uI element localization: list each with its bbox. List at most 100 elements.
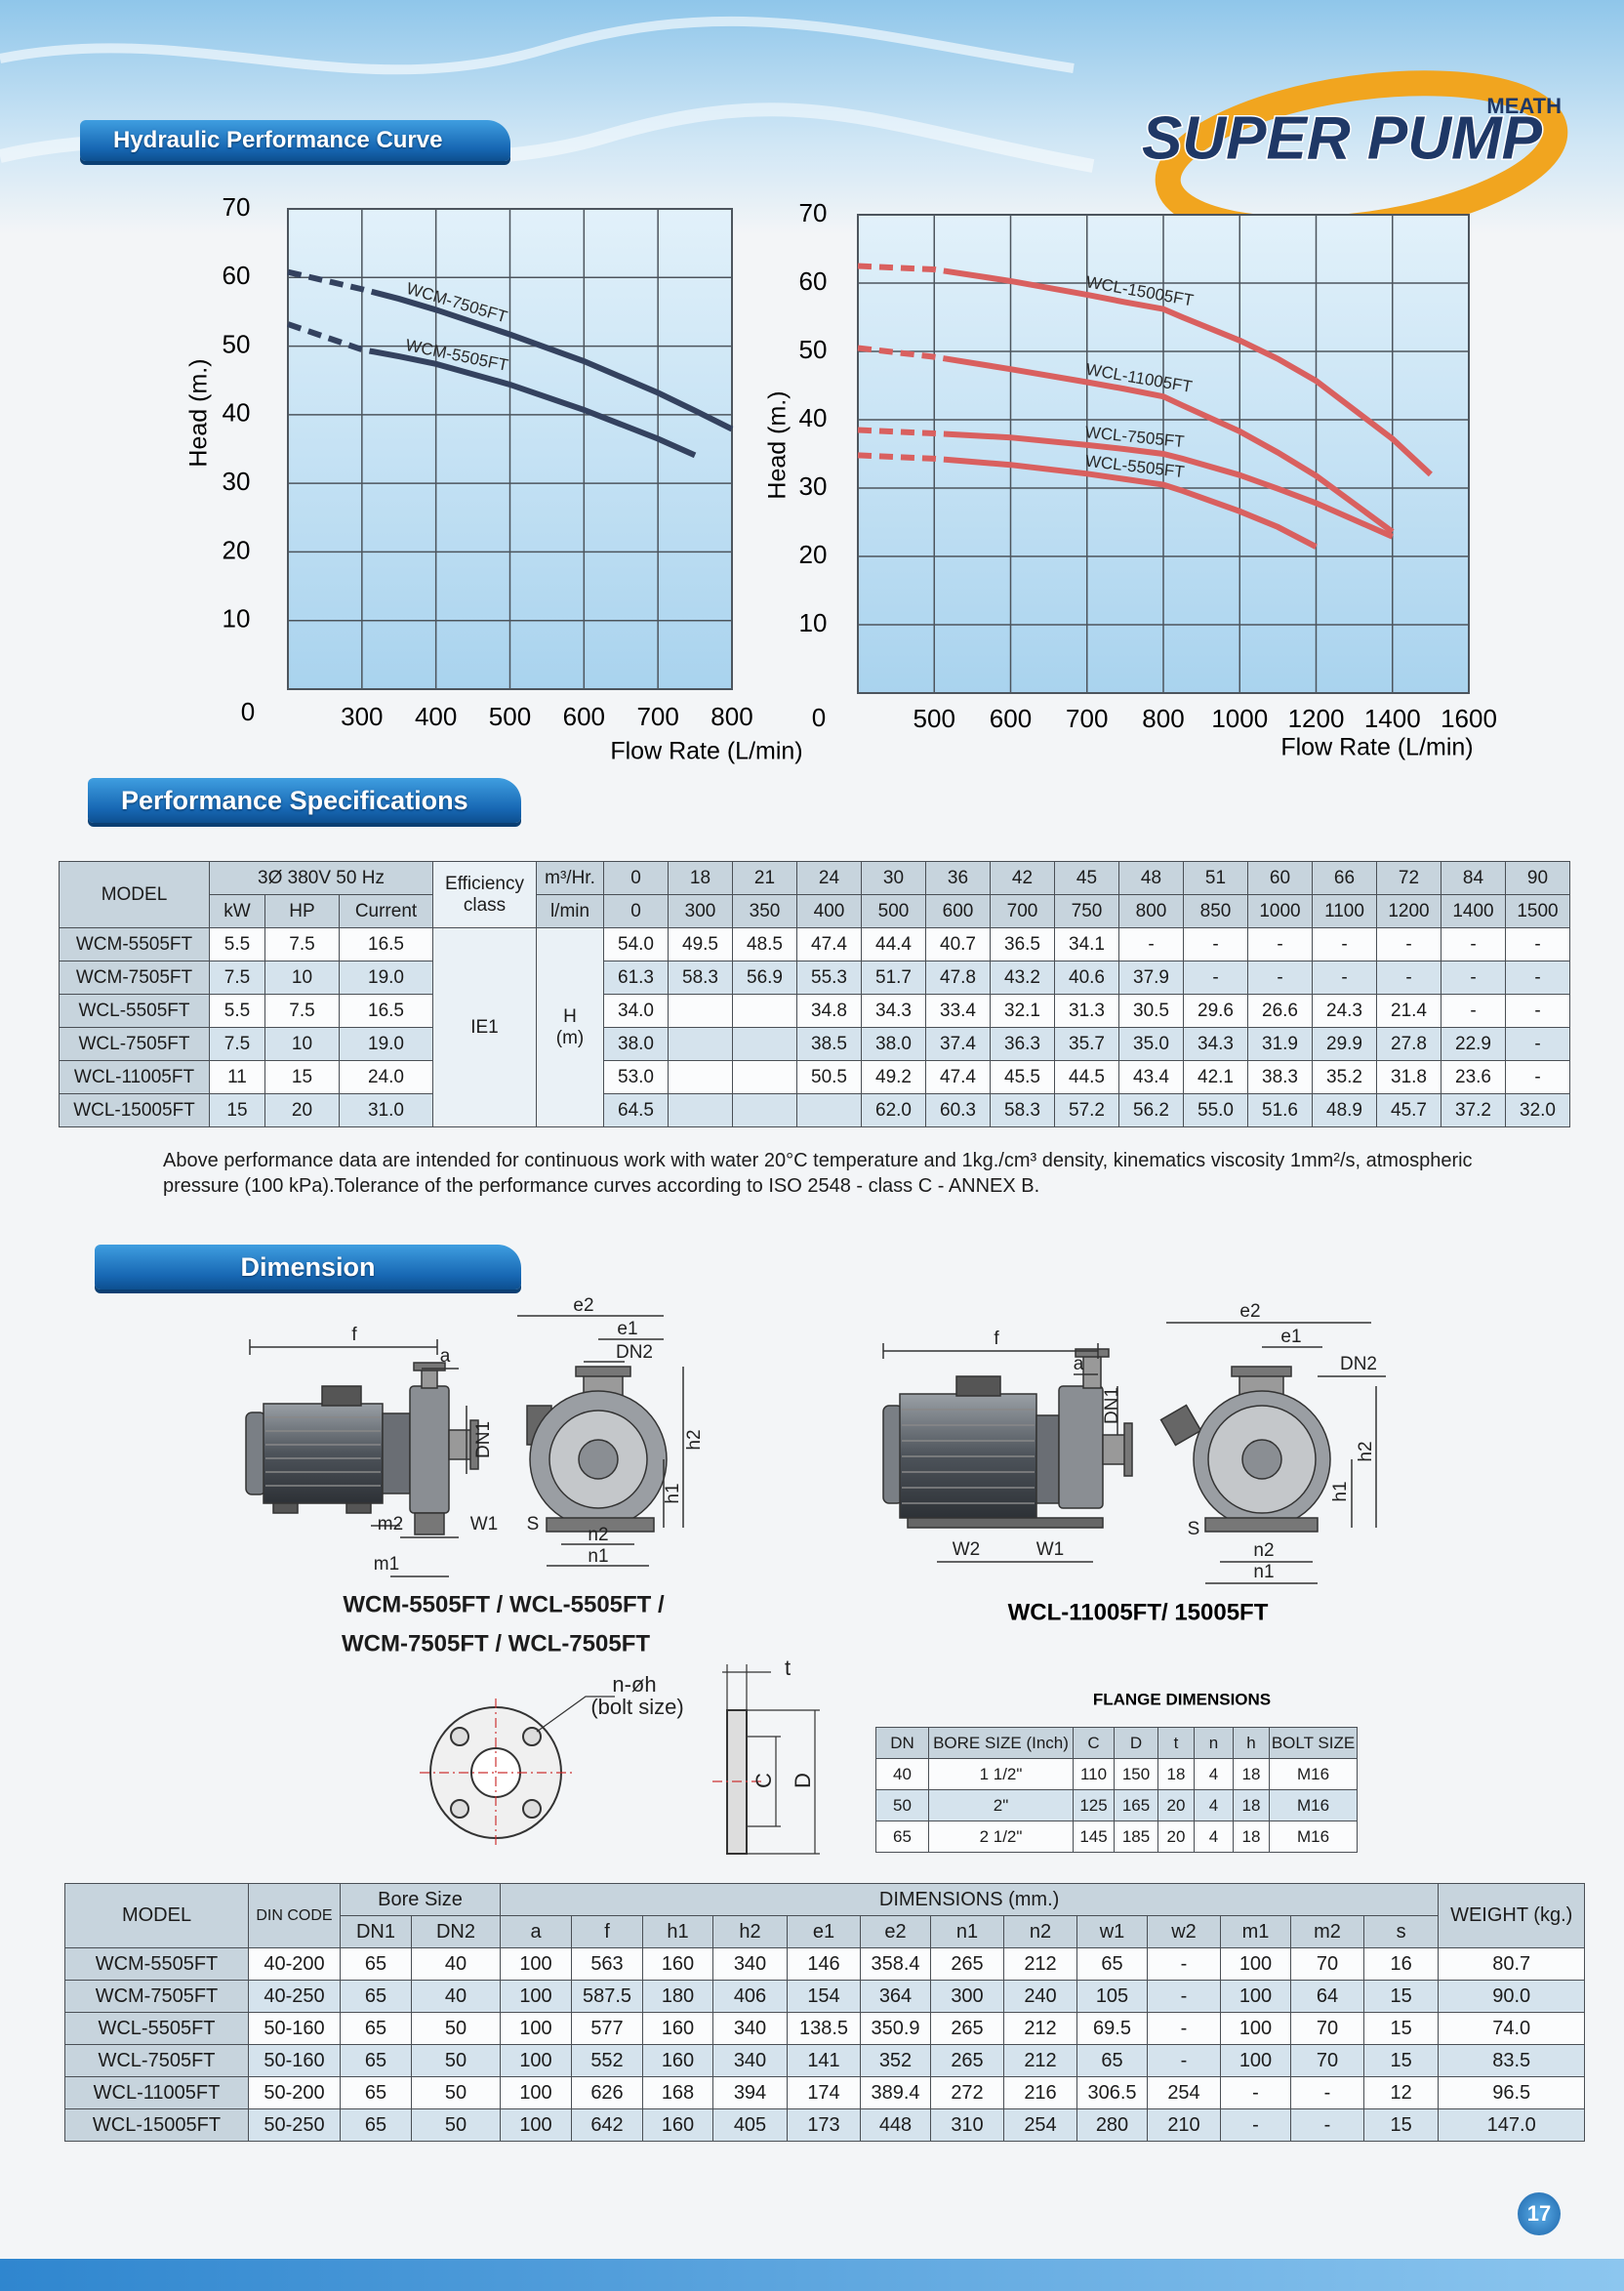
header-cell: Efficiency class xyxy=(432,861,537,928)
cell: 16 xyxy=(1362,1947,1440,1981)
cell: 34.0 xyxy=(603,994,669,1028)
cell: 38.0 xyxy=(861,1027,926,1061)
cell: 552 xyxy=(571,2044,643,2077)
dim-label: f xyxy=(351,1325,357,1345)
flange xyxy=(575,1366,631,1377)
model-cell: WCL-7505FT xyxy=(64,2044,249,2077)
foot xyxy=(414,1512,445,1535)
cell: 19.0 xyxy=(339,1027,433,1061)
dim-label: n-øh xyxy=(612,1672,656,1697)
drawing-a xyxy=(245,1339,479,1577)
y-tick-label: 50 xyxy=(223,329,251,358)
fan-cover xyxy=(245,1411,266,1495)
cell: - xyxy=(1505,927,1570,961)
x-tick-label: 500 xyxy=(489,702,531,731)
cell: 65 xyxy=(340,2108,412,2142)
cell: 216 xyxy=(1003,2076,1077,2109)
header-cell: 72 xyxy=(1376,861,1441,895)
footer-bar xyxy=(0,2259,1624,2291)
cell: 37.9 xyxy=(1118,961,1184,995)
cell: - xyxy=(1376,927,1441,961)
cell: 34.3 xyxy=(1183,1027,1248,1061)
dim-label: e1 xyxy=(617,1319,637,1339)
dim-label: e1 xyxy=(1280,1327,1301,1347)
cell: 36.5 xyxy=(990,927,1055,961)
dim-label: e2 xyxy=(573,1295,593,1316)
cell: 212 xyxy=(1003,1947,1077,1981)
cell: 40.7 xyxy=(925,927,991,961)
cell: 40.6 xyxy=(1054,961,1119,995)
discharge xyxy=(1082,1354,1102,1389)
cell: 16.5 xyxy=(339,927,433,961)
header-cell: m1 xyxy=(1220,1915,1291,1948)
data-row: WCM-5505FT 40-200 65 40 100 563 160 340 146 358.4… xyxy=(64,1947,1586,1981)
cell: - xyxy=(1147,2044,1221,2077)
data-row: WCL-5505FT 5.5 7.5 16.5 34.0 34.8 34.3 33.4 32.1… xyxy=(59,994,1570,1028)
header-cell: 600 xyxy=(925,894,991,928)
header-cell: 800 xyxy=(1118,894,1184,928)
cell: 50 xyxy=(411,2012,501,2045)
cell: 15 xyxy=(1362,1980,1440,2013)
cell: 448 xyxy=(860,2108,931,2142)
cell: 24.0 xyxy=(339,1060,433,1094)
cell: 37.2 xyxy=(1441,1093,1506,1127)
dimension-lines xyxy=(722,1664,820,1855)
series-line xyxy=(287,321,697,459)
x-tick-label: 400 xyxy=(415,702,457,731)
data-row: WCL-5505FT 50-160 65 50 100 577 160 340 138.5 350… xyxy=(64,2012,1586,2045)
cell: - xyxy=(1220,2108,1291,2142)
cell xyxy=(732,1060,797,1094)
cell: 47.8 xyxy=(925,961,991,995)
header-row: MODEL DIN CODE Bore Size DIMENSIONS (mm.) WE… xyxy=(64,1883,1586,1948)
motor-fins xyxy=(902,1409,1035,1504)
cell: 80.7 xyxy=(1438,1947,1586,1981)
cell: 56.9 xyxy=(732,961,797,995)
dim-label: a xyxy=(440,1346,451,1367)
dim-label: h1 xyxy=(1330,1481,1351,1501)
cell: - xyxy=(1118,927,1184,961)
cell: 7.5 xyxy=(209,961,265,995)
cell: 36.3 xyxy=(990,1027,1055,1061)
cell: 30.5 xyxy=(1118,994,1184,1028)
header-cell: 66 xyxy=(1312,861,1377,895)
header-cell: 48 xyxy=(1118,861,1184,895)
cell: 15 xyxy=(264,1060,340,1094)
cell: 100 xyxy=(1220,2012,1291,2045)
header-cell: DIMENSIONS (mm.) xyxy=(499,1883,1440,1916)
cell: - xyxy=(1147,1980,1221,2013)
cell: 160 xyxy=(642,2044,713,2077)
header-cell: DN1 xyxy=(340,1915,412,1948)
cell: 272 xyxy=(930,2076,1004,2109)
cell: 60.3 xyxy=(925,1093,991,1127)
cell: 35.2 xyxy=(1312,1060,1377,1094)
cell: 38.0 xyxy=(603,1027,669,1061)
x-tick-label: 600 xyxy=(563,702,605,731)
cell: 300 xyxy=(930,1980,1004,2013)
x-tick-label: 500 xyxy=(914,704,955,733)
cell: 7.5 xyxy=(209,1027,265,1061)
dim-label: m2 xyxy=(378,1514,403,1534)
cell: 306.5 xyxy=(1076,2076,1148,2109)
header-cell: BOLT SIZE xyxy=(1269,1727,1358,1759)
cell: 29.9 xyxy=(1312,1027,1377,1061)
origin-label: 0 xyxy=(241,697,255,726)
flange xyxy=(469,1419,479,1470)
cell: 180 xyxy=(642,1980,713,2013)
cell: 18 xyxy=(1157,1758,1195,1790)
cell: 57.2 xyxy=(1054,1093,1119,1127)
cell: - xyxy=(1441,927,1506,961)
cell: 65 xyxy=(340,2076,412,2109)
cell: 141 xyxy=(787,2044,861,2077)
header-cell: 42 xyxy=(990,861,1055,895)
header-cell: DN2 xyxy=(411,1915,501,1948)
cell: 70 xyxy=(1290,1947,1364,1981)
data-row: WCL-7505FT 7.5 10 19.0 38.0 38.5 38.0 37.4 36.3 3… xyxy=(59,1027,1570,1061)
cell: 74.0 xyxy=(1438,2012,1586,2045)
cell: 100 xyxy=(1220,2044,1291,2077)
cell: 34.3 xyxy=(861,994,926,1028)
dim-label: (bolt size) xyxy=(590,1695,683,1719)
flange xyxy=(1231,1366,1292,1377)
